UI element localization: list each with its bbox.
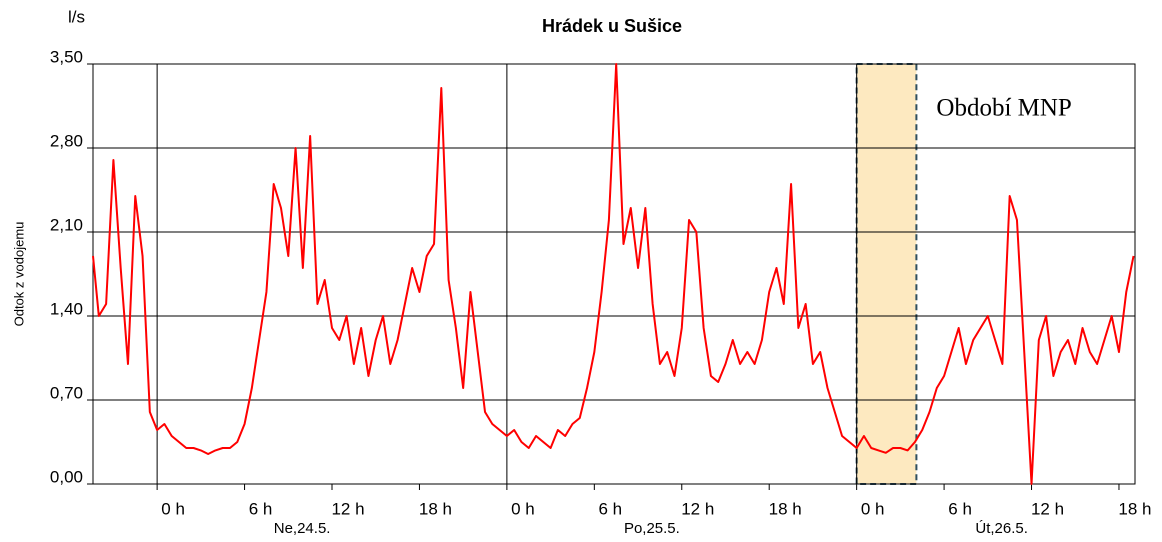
x-tick-label: 12 h	[331, 499, 364, 518]
y-tick-label: 0,00	[50, 467, 83, 486]
plot-frame	[92, 63, 1136, 485]
highlight-band	[855, 63, 918, 485]
x-tick-label: 12 h	[681, 499, 714, 518]
highlight-label: Období MNP	[936, 95, 1071, 122]
x-tick-label: 6 h	[599, 499, 623, 518]
y-tick-label: 2,10	[50, 215, 83, 234]
x-tick-label: 6 h	[249, 499, 273, 518]
y-tick-label: 2,80	[50, 131, 83, 150]
x-tick-label: 12 h	[1031, 499, 1064, 518]
y-tick-label: 0,70	[50, 383, 83, 402]
y-axis-label: Odtok z vodojemu	[11, 222, 26, 327]
y-tick-label: 1,40	[50, 299, 83, 318]
x-tick-label: 0 h	[861, 499, 885, 518]
x-tick-label: 6 h	[948, 499, 972, 518]
y-unit: l/s	[68, 7, 85, 26]
x-tick-label: 0 h	[511, 499, 535, 518]
x-tick-label: 18 h	[419, 499, 452, 518]
day-label: Ne,24.5.	[274, 520, 331, 537]
x-tick-label: 0 h	[161, 499, 185, 518]
y-tick-label: 3,50	[50, 47, 83, 66]
x-tick-label: 18 h	[769, 499, 802, 518]
chart-title: Hrádek u Sušice	[542, 16, 682, 36]
day-label: Út,26.5.	[975, 520, 1028, 537]
data-line	[92, 63, 1135, 485]
day-label: Po,25.5.	[624, 520, 680, 537]
x-tick-label: 18 h	[1118, 499, 1151, 518]
